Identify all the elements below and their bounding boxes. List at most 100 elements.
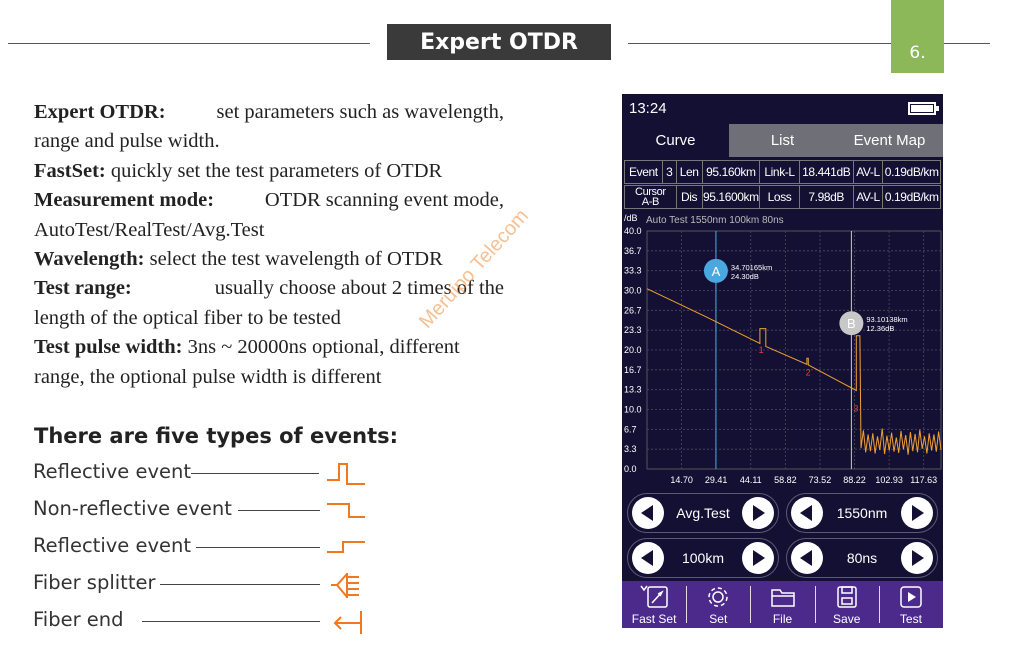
desc-text: AutoTest/RealTest/Avg.Test	[34, 218, 265, 241]
cursor-readout-level: 24.30dB	[731, 272, 759, 281]
y-axis-label: /dB	[624, 213, 638, 223]
y-tick-label: 23.3	[624, 325, 642, 335]
save-button[interactable]: Save	[814, 581, 879, 628]
x-ticks: 14.70 29.41 44.11 58.82 73.52 88.22 102.93 117.…	[670, 475, 937, 485]
x-tick-label: 14.70	[670, 475, 693, 485]
test-button[interactable]: Test	[878, 581, 943, 628]
play-icon	[900, 586, 922, 608]
event-label: Reflective event	[33, 460, 192, 483]
y-ticks: 40.0 36.7 33.3 30.0 26.7 23.3 20.0 16.7 13.3 10.0…	[624, 226, 642, 474]
test-label: Test	[899, 612, 922, 626]
x-tick-label: 29.41	[705, 475, 728, 485]
info-row: Event 3 Len 95.160km Link-L 18.441dB AV-…	[624, 160, 941, 184]
y-tick-label: 20.0	[624, 345, 642, 355]
cursor-handle-a	[703, 258, 728, 283]
cursor-label-2: A-B	[641, 196, 660, 208]
control-row: Avg.Test 1550nm	[622, 490, 943, 534]
page-title: Expert OTDR	[387, 24, 611, 60]
tab-event-map[interactable]: Event Map	[836, 124, 943, 157]
otdr-trace	[646, 288, 942, 455]
range-prev-button[interactable]	[632, 542, 664, 574]
fast-set-button[interactable]: Fast Set	[622, 581, 686, 628]
battery-icon	[908, 102, 939, 115]
save-label: Save	[833, 612, 861, 626]
otdr-device-screen: 13:24 Curve List Event Map Event 3 Len 9…	[622, 94, 943, 628]
mode-value: Avg.Test	[676, 505, 730, 521]
term-measurement-mode: Measurement mode:	[34, 189, 215, 212]
desc-line: Measurement mode: OTDR scanning event mod…	[34, 186, 504, 215]
desc-line: FastSet: quickly set the test parameters…	[34, 157, 504, 186]
pulse-next-button[interactable]	[900, 542, 933, 574]
cursor-label: A	[712, 264, 721, 279]
event-item: Reflective event	[33, 534, 373, 560]
cursor-readout-distance: 34.70165km	[731, 263, 772, 272]
event-label: Fiber splitter	[33, 571, 156, 594]
desc-line: Wavelength: select the test wavelength o…	[34, 245, 504, 274]
desc-line: Test pulse width: 3ns ~ 20000ns optional…	[34, 333, 504, 362]
pulse-value: 80ns	[846, 550, 878, 566]
y-tick-label: 16.7	[624, 365, 642, 375]
pulse-selector: 80ns	[786, 538, 938, 578]
wavelength-next-button[interactable]	[901, 497, 933, 529]
pulse-prev-button[interactable]	[791, 542, 823, 574]
avl-label: AV-L	[854, 186, 884, 208]
y-tick-label: 10.0	[624, 405, 642, 415]
otdr-trace-chart[interactable]: /dB Auto Test 1550nm 100km 80ns 40.036.7…	[622, 212, 943, 490]
range-next-button[interactable]	[742, 542, 774, 574]
set-button[interactable]: Set	[686, 581, 750, 628]
event-count: 3	[663, 161, 677, 183]
cursor-readout-distance: 93.10138km	[866, 315, 907, 324]
x-tick-label: 102.93	[875, 475, 903, 485]
range-value: 100km	[681, 550, 725, 566]
mode-next-button[interactable]	[742, 497, 774, 529]
tab-list[interactable]: List	[729, 124, 836, 157]
event-item: Reflective event	[33, 460, 373, 486]
term-test-range: Test range:	[34, 277, 132, 300]
desc-text: range and pulse width.	[34, 130, 220, 153]
cursor-label: Cursor A-B	[625, 186, 677, 208]
x-tick-label: 117.63	[910, 475, 937, 485]
y-tick-label: 13.3	[624, 385, 642, 395]
mode-prev-button[interactable]	[632, 497, 664, 529]
event-marker: 3	[853, 403, 858, 413]
leader-line	[142, 621, 320, 622]
event-marker: 1	[759, 345, 764, 355]
clock: 13:24	[629, 100, 667, 117]
file-label: File	[772, 612, 793, 626]
desc-text: quickly set the test parameters of OTDR	[110, 159, 443, 182]
chart-header: Auto Test 1550nm 100km 80ns	[646, 215, 784, 226]
event-item: Non-reflective event	[33, 497, 373, 523]
header-rule-right	[628, 43, 990, 44]
y-tick-label: 30.0	[624, 286, 642, 296]
desc-text: select the test wavelength of OTDR	[149, 248, 443, 271]
len-label: Len	[677, 161, 703, 183]
tab-curve[interactable]: Curve	[622, 124, 729, 157]
file-button[interactable]: File	[750, 581, 814, 628]
y-tick-label: 26.7	[624, 305, 642, 315]
leader-line	[160, 584, 320, 585]
gear-icon	[708, 587, 729, 607]
y-tick-label: 3.3	[624, 444, 637, 454]
wavelength-value: 1550nm	[836, 505, 888, 521]
set-label: Set	[709, 612, 728, 626]
avl-value: 0.19dB/km	[884, 190, 939, 204]
x-tick-label: 44.11	[740, 475, 762, 485]
term-test-pulse-width: Test pulse width:	[34, 336, 183, 359]
leader-line	[196, 547, 320, 548]
avl-label: AV-L	[854, 161, 884, 183]
loss-label: Loss	[760, 186, 800, 208]
view-tabs: Curve List Event Map	[622, 124, 943, 157]
desc-text: 3ns ~ 20000ns optional, different	[187, 336, 460, 359]
desc-line: Test range: usually choose about 2 times …	[34, 274, 504, 303]
linkl-label: Link-L	[760, 161, 800, 183]
cursor-label: B	[847, 316, 856, 331]
wavelength-prev-button[interactable]	[791, 497, 823, 529]
len-value: 95.160km	[703, 161, 761, 183]
cursor-label-1: Cursor	[635, 186, 666, 198]
reflective-event-icon	[327, 463, 365, 485]
event-label: Fiber end	[33, 608, 124, 631]
desc-text: OTDR scanning event mode,	[264, 189, 504, 212]
linkl-value: 18.441dB	[800, 161, 854, 183]
page-number: 6.	[891, 0, 944, 73]
